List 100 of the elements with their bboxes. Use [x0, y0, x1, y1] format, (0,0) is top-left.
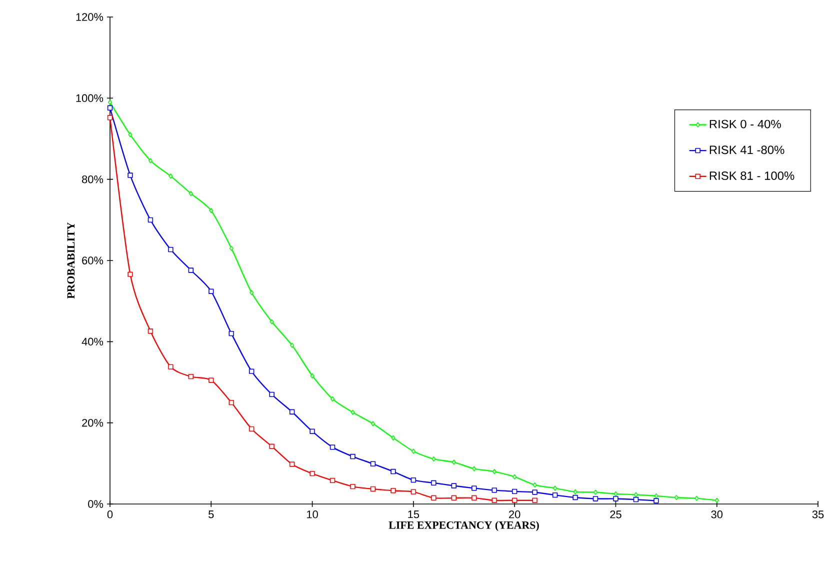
y-tick-label: 100%: [76, 94, 104, 102]
point: [107, 115, 113, 120]
point: [370, 486, 376, 492]
point: [330, 396, 335, 402]
point: [592, 496, 598, 502]
point: [107, 105, 113, 110]
point: [269, 392, 274, 398]
point: [128, 272, 133, 277]
point: [289, 409, 295, 414]
y-tick-label: 40%: [82, 338, 104, 346]
point: [270, 319, 274, 324]
point: [128, 172, 133, 178]
legend-label: RISK 41 -80%: [710, 146, 784, 154]
y-tick-label: 0%: [88, 500, 104, 508]
point: [310, 428, 315, 434]
x-tick-label: 15: [408, 510, 420, 518]
point: [370, 421, 376, 426]
point: [188, 374, 194, 380]
point: [310, 373, 314, 378]
y-axis-title: PROBABILITY: [67, 222, 75, 299]
point: [188, 190, 193, 196]
point: [472, 495, 477, 501]
point: [614, 491, 618, 496]
point: [168, 246, 174, 252]
point: [451, 495, 456, 501]
y-tick-label: 60%: [82, 256, 104, 264]
point: [350, 454, 356, 460]
point: [431, 495, 436, 501]
point: [410, 489, 416, 494]
x-tick-label: 35: [812, 510, 824, 518]
x-axis-title: LIFE EXPECTANCY (YEARS): [388, 521, 539, 532]
point: [370, 461, 376, 466]
y-tick-label: 20%: [82, 418, 104, 427]
point: [289, 462, 295, 467]
point: [391, 435, 396, 440]
point: [290, 342, 294, 348]
point: [350, 410, 355, 415]
point: [432, 456, 436, 462]
point: [472, 466, 476, 472]
point: [532, 490, 538, 495]
point: [208, 288, 214, 294]
y-tick-label: 80%: [82, 175, 104, 184]
point: [411, 448, 416, 454]
point: [410, 477, 416, 483]
point: [229, 246, 234, 251]
point: [249, 368, 254, 374]
point: [350, 484, 356, 490]
point: [390, 488, 396, 494]
point: [512, 474, 517, 480]
point: [310, 470, 315, 476]
point: [714, 498, 719, 503]
point: [188, 268, 194, 273]
point: [492, 498, 497, 503]
x-tick-label: 0: [107, 510, 113, 518]
x-tick-label: 10: [307, 510, 318, 518]
x-tick-label: 30: [711, 510, 723, 518]
point: [249, 426, 254, 432]
legend-label: RISK 0 - 40%: [710, 120, 781, 128]
point: [168, 364, 174, 370]
point: [390, 468, 396, 474]
point: [694, 496, 699, 501]
point: [552, 486, 558, 491]
point: [634, 492, 638, 498]
y-tick-label: 120%: [76, 13, 104, 21]
x-tick-label: 25: [610, 510, 622, 518]
point: [532, 498, 538, 503]
point: [128, 132, 132, 138]
point: [654, 498, 659, 504]
point: [633, 496, 639, 502]
point: [108, 100, 112, 105]
point: [472, 486, 477, 491]
point: [431, 480, 436, 486]
point: [572, 494, 578, 500]
point: [613, 496, 618, 502]
point: [208, 378, 214, 383]
point: [168, 173, 173, 179]
point: [552, 492, 558, 498]
point: [228, 330, 234, 336]
point: [452, 460, 456, 465]
point: [148, 217, 154, 223]
point: [269, 444, 274, 449]
point: [532, 482, 537, 488]
point: [512, 498, 518, 503]
point: [250, 290, 254, 296]
x-tick-label: 5: [208, 510, 214, 518]
point: [573, 489, 578, 494]
point: [492, 468, 496, 474]
point: [330, 478, 336, 484]
point: [593, 490, 598, 495]
legend-label: RISK 81 - 100%: [710, 171, 794, 180]
point: [228, 400, 234, 406]
point: [512, 488, 518, 494]
point: [654, 493, 658, 498]
point: [330, 444, 336, 450]
point: [674, 494, 678, 500]
point: [148, 328, 154, 334]
point: [148, 158, 153, 164]
x-tick-label: 20: [509, 510, 520, 518]
point: [451, 483, 456, 488]
point: [492, 488, 497, 493]
